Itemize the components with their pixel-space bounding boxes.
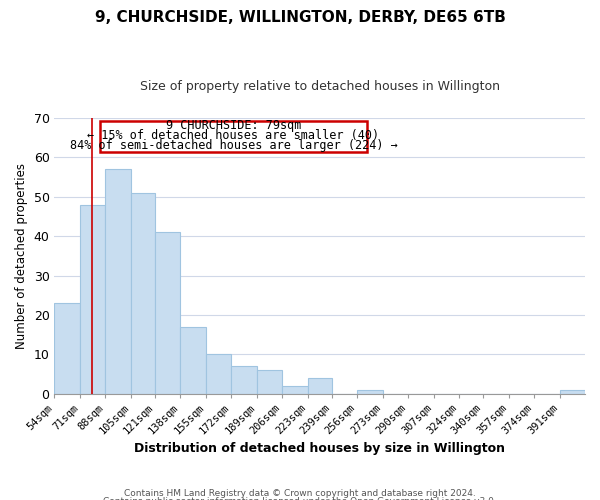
Bar bbox=[106, 169, 131, 394]
Title: Size of property relative to detached houses in Willington: Size of property relative to detached ho… bbox=[140, 80, 500, 93]
Bar bbox=[206, 354, 231, 394]
FancyBboxPatch shape bbox=[100, 120, 367, 152]
Text: 9, CHURCHSIDE, WILLINGTON, DERBY, DE65 6TB: 9, CHURCHSIDE, WILLINGTON, DERBY, DE65 6… bbox=[95, 10, 505, 25]
Bar bbox=[55, 303, 80, 394]
Text: Contains HM Land Registry data © Crown copyright and database right 2024.: Contains HM Land Registry data © Crown c… bbox=[124, 488, 476, 498]
Bar bbox=[257, 370, 282, 394]
Text: ← 15% of detached houses are smaller (40): ← 15% of detached houses are smaller (40… bbox=[88, 129, 380, 142]
Bar bbox=[131, 192, 155, 394]
Bar bbox=[282, 386, 308, 394]
Bar bbox=[560, 390, 585, 394]
Bar bbox=[357, 390, 383, 394]
Y-axis label: Number of detached properties: Number of detached properties bbox=[15, 163, 28, 349]
Text: Contains public sector information licensed under the Open Government Licence v3: Contains public sector information licen… bbox=[103, 497, 497, 500]
X-axis label: Distribution of detached houses by size in Willington: Distribution of detached houses by size … bbox=[134, 442, 505, 455]
Bar bbox=[308, 378, 332, 394]
Text: 9 CHURCHSIDE: 79sqm: 9 CHURCHSIDE: 79sqm bbox=[166, 119, 301, 132]
Text: 84% of semi-detached houses are larger (224) →: 84% of semi-detached houses are larger (… bbox=[70, 139, 397, 152]
Bar bbox=[181, 327, 206, 394]
Bar bbox=[155, 232, 181, 394]
Bar bbox=[231, 366, 257, 394]
Bar bbox=[80, 204, 106, 394]
